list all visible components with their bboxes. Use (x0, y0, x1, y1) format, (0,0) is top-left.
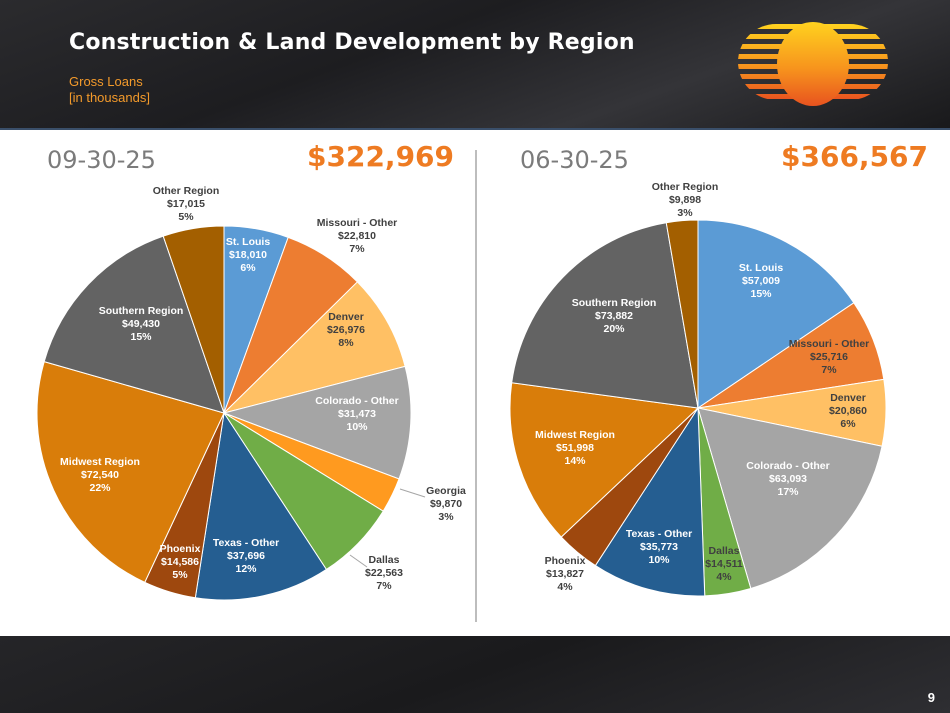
pie-slice-colorado-other-06-30-25 (697, 407, 883, 590)
pie-slice-midwest-region-09-30-25 (36, 361, 225, 584)
company-logo-icon (738, 22, 888, 106)
data-label-georgia-09-30-25: Georgia $9,870 3% (426, 485, 466, 523)
data-label-colorado-other-09-30-25: Colorado - Other $31,473 10% (315, 395, 398, 433)
pie-slice-texas-other-06-30-25 (594, 406, 706, 597)
data-label-phoenix-06-30-25: Phoenix $13,827 4% (545, 555, 586, 593)
pie-chart-09-30-25: St. Louis $18,010 6% Missouri - Other $22,81… (36, 185, 466, 601)
period-label-sep: 09-30-25 (47, 146, 156, 174)
pie-slice-midwest-region-06-30-25 (509, 382, 700, 538)
data-label-midwest-region-06-30-25: Midwest Region $51,998 14% (535, 429, 615, 467)
total-jun: $366,567 (781, 140, 929, 173)
data-label-midwest-region-09-30-25: Midwest Region $72,540 22% (60, 456, 140, 494)
data-label-other-region-09-30-25: Other Region $17,015 5% (153, 185, 220, 223)
pie-slice-colorado-other-09-30-25 (222, 365, 412, 480)
pie-slice-st-louis-06-30-25 (697, 219, 855, 409)
footer-background (0, 636, 950, 713)
data-label-colorado-other-06-30-25: Colorado - Other $63,093 17% (746, 460, 829, 498)
data-label-other-region-06-30-25: Other Region $9,898 3% (652, 181, 719, 219)
pie-slice-southern-region-09-30-25 (43, 235, 225, 414)
slide-title: Construction & Land Development by Regio… (69, 30, 635, 55)
subtitle-line-1: Gross Loans (69, 74, 143, 89)
pie-slice-southern-region-06-30-25 (511, 222, 699, 409)
data-label-denver-06-30-25: Denver $20,860 6% (829, 392, 867, 430)
data-label-southern-region-09-30-25: Southern Region $49,430 15% (99, 305, 184, 343)
data-label-southern-region-06-30-25: Southern Region $73,882 20% (572, 297, 657, 335)
pie-slice-denver-09-30-25 (222, 281, 406, 414)
data-label-missouri-other-09-30-25: Missouri - Other $22,810 7% (317, 217, 398, 255)
data-label-phoenix-09-30-25: Phoenix $14,586 5% (160, 543, 201, 581)
data-label-denver-09-30-25: Denver $26,976 8% (327, 311, 365, 349)
pie-chart-06-30-25: St. Louis $57,009 15%Missouri - Other $25,7… (509, 181, 887, 597)
data-label-texas-other-06-30-25: Texas - Other $35,773 10% (626, 528, 692, 566)
panel-divider (475, 150, 477, 622)
slide-subtitle: Gross Loans [in thousands] (69, 74, 150, 106)
data-label-st-louis-09-30-25: St. Louis $18,010 6% (226, 236, 270, 274)
data-label-st-louis-06-30-25: St. Louis $57,009 15% (739, 262, 783, 300)
pie-slice-other-region-09-30-25 (162, 225, 225, 414)
data-label-dallas-09-30-25: Dallas $22,563 7% (365, 554, 403, 592)
page-number: 9 (927, 690, 935, 705)
pie-slice-other-region-06-30-25 (665, 219, 699, 409)
leader-line-georgia (399, 488, 426, 498)
leader-line-dallas (349, 554, 368, 568)
data-label-texas-other-09-30-25: Texas - Other $37,696 12% (213, 537, 279, 575)
data-label-dallas-06-30-25: Dallas $14,511 4% (705, 545, 743, 583)
pie-slice-texas-other-09-30-25 (194, 411, 328, 601)
period-label-jun: 06-30-25 (520, 146, 629, 174)
total-sep: $322,969 (307, 140, 455, 173)
subtitle-line-2: [in thousands] (69, 90, 150, 105)
data-label-missouri-other-06-30-25: Missouri - Other $25,716 7% (789, 338, 870, 376)
